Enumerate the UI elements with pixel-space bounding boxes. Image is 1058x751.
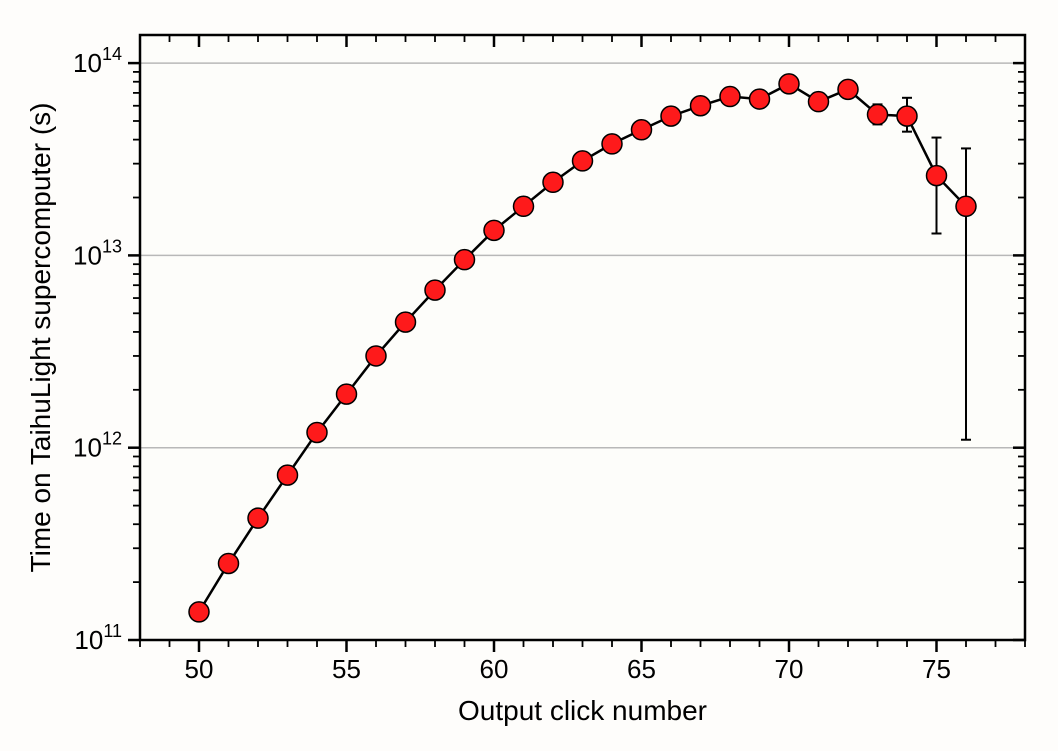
data-point: [602, 134, 622, 154]
data-point: [720, 87, 740, 107]
chart-svg: 5055606570751011101210131014Output click…: [0, 0, 1058, 746]
data-point: [514, 196, 534, 216]
data-point: [632, 120, 652, 140]
x-axis-label: Output click number: [458, 695, 707, 726]
data-point: [809, 92, 829, 112]
x-tick-label: 70: [775, 654, 804, 684]
data-point: [779, 74, 799, 94]
data-point: [425, 280, 445, 300]
data-point: [573, 151, 593, 171]
y-axis-label: Time on TaihuLight supercomputer (s): [25, 103, 56, 573]
data-point: [661, 106, 681, 126]
data-point: [750, 89, 770, 109]
data-point: [337, 384, 357, 404]
x-tick-label: 60: [480, 654, 509, 684]
x-tick-label: 50: [185, 654, 214, 684]
data-point: [868, 105, 888, 125]
data-point: [543, 172, 563, 192]
data-point: [189, 602, 209, 622]
data-point: [366, 346, 386, 366]
data-point: [927, 166, 947, 186]
data-point: [691, 96, 711, 116]
data-point: [838, 79, 858, 99]
data-point: [396, 312, 416, 332]
data-point: [484, 220, 504, 240]
x-tick-label: 65: [627, 654, 656, 684]
data-point: [307, 422, 327, 442]
data-point: [956, 196, 976, 216]
data-point: [248, 508, 268, 528]
x-tick-label: 55: [332, 654, 361, 684]
data-point: [897, 106, 917, 126]
chart-container: 5055606570751011101210131014Output click…: [0, 0, 1058, 746]
data-point: [278, 465, 298, 485]
data-point: [219, 553, 239, 573]
data-point: [455, 250, 475, 270]
x-tick-label: 75: [922, 654, 951, 684]
